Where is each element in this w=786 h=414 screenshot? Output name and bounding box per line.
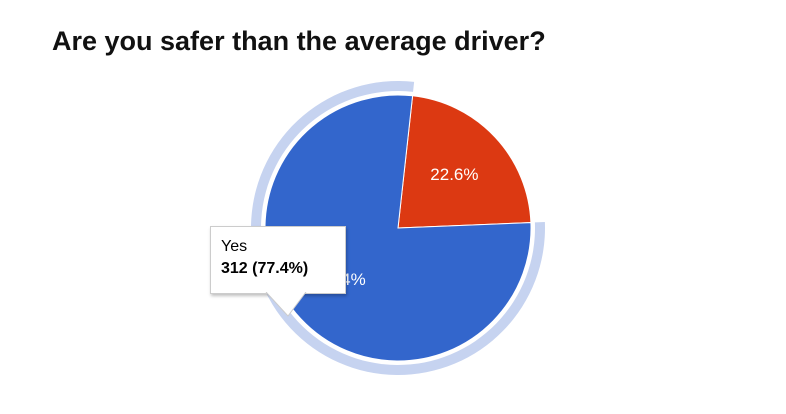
slice-label: 22.6% bbox=[430, 165, 478, 184]
tooltip-label: Yes bbox=[221, 238, 248, 255]
pie-slice-yes[interactable] bbox=[264, 94, 532, 362]
tooltip-value: 312 (77.4%) bbox=[221, 260, 309, 277]
slice-layer bbox=[264, 94, 532, 362]
pie-slice-1[interactable] bbox=[397, 95, 532, 229]
tooltip-tail bbox=[265, 292, 307, 317]
chart-title: Are you safer than the average driver? bbox=[52, 26, 546, 56]
tooltip: Yes 312 (77.4%) bbox=[210, 226, 346, 294]
